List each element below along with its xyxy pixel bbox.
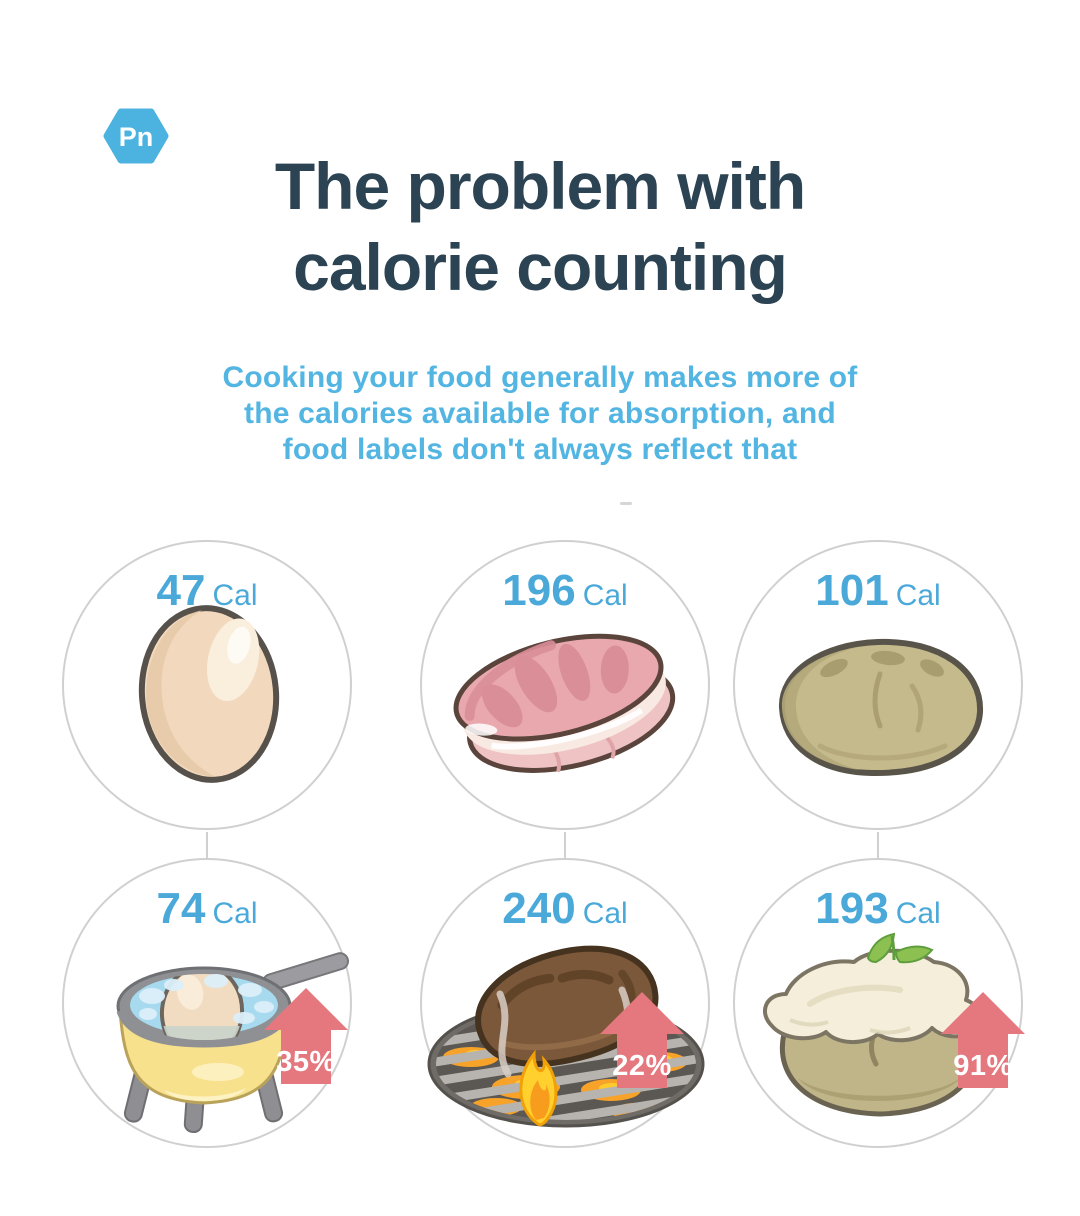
title-line-1: The problem with <box>274 149 806 223</box>
pn-logo-hexagon-icon <box>103 108 169 164</box>
calorie-unit: Cal <box>582 579 628 612</box>
title-line-2: calorie counting <box>293 230 788 304</box>
calorie-label: 193 Cal <box>735 884 1021 934</box>
raw-steak-icon <box>447 616 687 791</box>
calorie-value: 74 <box>156 884 206 933</box>
pn-logo-text: Pn <box>119 122 154 152</box>
connector-steak <box>564 832 566 858</box>
increase-arrow: 22% <box>600 992 684 1088</box>
up-arrow-icon <box>600 992 684 1088</box>
calorie-label: 240 Cal <box>422 884 708 934</box>
card-raw-egg: 47 Cal <box>62 540 352 830</box>
increase-percent: 22% <box>612 1050 672 1082</box>
increase-percent: 91% <box>953 1050 1013 1082</box>
card-baked-potato: 193 Cal 91% <box>733 858 1025 1150</box>
calorie-value: 193 <box>815 884 889 933</box>
calorie-unit: Cal <box>895 897 941 930</box>
raw-egg-icon <box>124 592 294 797</box>
calorie-label: 74 Cal <box>64 884 350 934</box>
calorie-value: 240 <box>502 884 576 933</box>
raw-potato-icon <box>760 616 1000 796</box>
calorie-unit: Cal <box>895 579 941 612</box>
page-title: The problem with calorie counting <box>0 146 1080 308</box>
up-arrow-icon <box>264 988 348 1084</box>
increase-arrow: 35% <box>264 988 348 1084</box>
card-boiled-egg: 74 Cal <box>62 858 352 1148</box>
calorie-unit: Cal <box>212 579 258 612</box>
calorie-value: 101 <box>815 566 889 615</box>
increase-percent: 35% <box>276 1046 336 1078</box>
card-grilled-steak: 240 Cal <box>420 858 710 1148</box>
decorative-dash <box>620 502 632 505</box>
pn-logo: Pn <box>103 106 169 166</box>
calorie-value: 196 <box>502 566 576 615</box>
card-raw-potato: 101 Cal <box>733 540 1023 830</box>
increase-arrow: 91% <box>941 992 1025 1088</box>
subtitle-line-3: food labels don't always reflect that <box>282 433 798 466</box>
boiling-pot-icon <box>64 914 354 1159</box>
subtitle-line-1: Cooking your food generally makes more o… <box>222 361 858 394</box>
page-subtitle: Cooking your food generally makes more o… <box>0 360 1080 468</box>
subtitle-line-2: the calories available for absorption, a… <box>244 397 836 430</box>
calorie-unit: Cal <box>212 897 258 930</box>
up-arrow-icon <box>941 992 1025 1088</box>
connector-egg <box>206 832 208 858</box>
calorie-label: 101 Cal <box>735 566 1021 616</box>
calorie-unit: Cal <box>582 897 628 930</box>
card-raw-steak: 196 Cal <box>420 540 710 830</box>
calorie-label: 196 Cal <box>422 566 708 616</box>
baked-potato-icon <box>750 930 1010 1150</box>
connector-potato <box>877 832 879 858</box>
